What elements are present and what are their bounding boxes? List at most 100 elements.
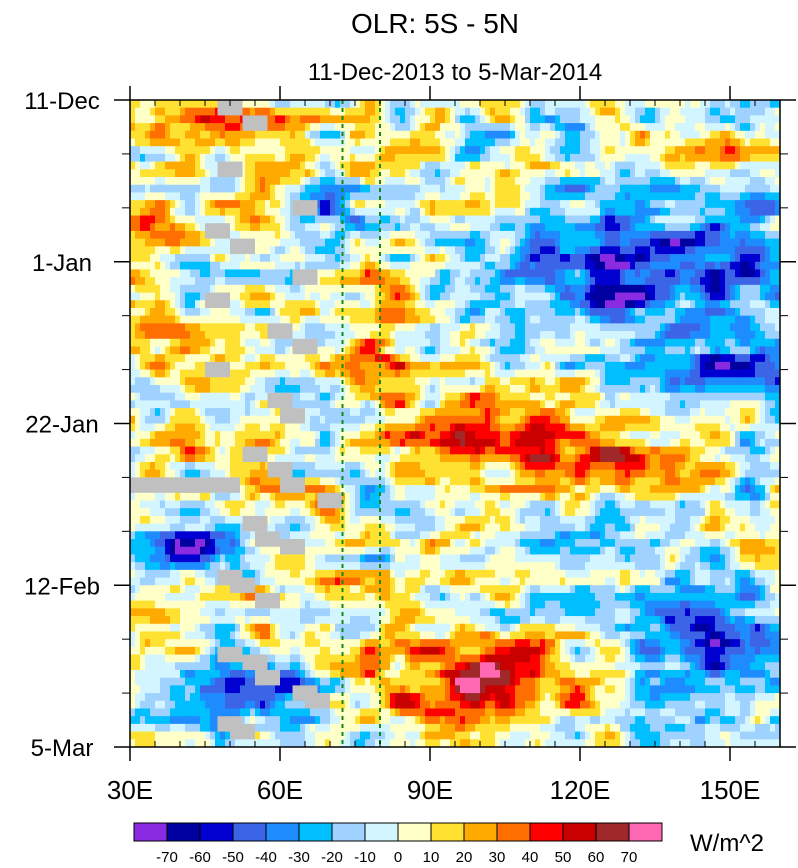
olr-cell — [765, 146, 771, 155]
olr-cell — [330, 377, 336, 386]
olr-cell — [210, 200, 216, 209]
olr-cell — [225, 153, 231, 163]
olr-cell — [320, 215, 326, 224]
olr-cell — [485, 107, 491, 116]
olr-cell — [650, 146, 656, 155]
olr-cell — [685, 254, 691, 263]
olr-cell — [715, 115, 721, 124]
olr-cell — [170, 161, 176, 170]
olr-cell — [405, 269, 411, 278]
olr-cell — [255, 207, 261, 217]
olr-cell — [650, 223, 656, 232]
olr-cell — [145, 223, 151, 232]
olr-cell — [725, 153, 731, 163]
olr-cell — [490, 338, 496, 348]
olr-cell — [130, 100, 136, 109]
olr-cell — [420, 107, 426, 116]
olr-cell — [710, 161, 716, 170]
olr-cell — [775, 300, 780, 309]
olr-cell — [430, 300, 436, 309]
olr-cell — [590, 215, 596, 224]
olr-cell — [475, 223, 481, 232]
olr-cell — [320, 331, 326, 340]
olr-cell — [470, 269, 476, 278]
olr-cell — [685, 331, 691, 340]
olr-cell — [225, 130, 231, 140]
olr-cell — [600, 238, 606, 247]
olr-cell — [130, 292, 136, 301]
olr-cell — [315, 207, 321, 217]
olr-cell — [670, 354, 676, 363]
olr-cell — [405, 323, 411, 332]
olr-cell — [210, 261, 216, 271]
olr-cell — [650, 331, 656, 340]
olr-cell — [625, 361, 631, 371]
olr-cell — [265, 300, 271, 309]
olr-cell — [470, 230, 476, 240]
olr-cell — [190, 300, 196, 309]
olr-cell — [410, 107, 416, 116]
olr-cell — [235, 254, 241, 263]
olr-cell — [455, 346, 461, 355]
olr-cell — [235, 115, 241, 124]
olr-cell — [690, 200, 696, 209]
olr-cell — [400, 254, 406, 263]
olr-cell — [435, 300, 441, 309]
olr-cell — [540, 246, 546, 255]
olr-cell — [615, 254, 621, 263]
olr-cell — [515, 230, 521, 240]
olr-cell — [695, 130, 701, 140]
olr-cell — [400, 361, 406, 371]
olr-cell — [280, 238, 286, 247]
olr-cell — [230, 292, 236, 301]
olr-cell — [670, 323, 676, 332]
olr-cell — [225, 284, 231, 294]
olr-cell — [185, 384, 191, 394]
olr-cell — [205, 323, 211, 332]
olr-cell — [360, 354, 366, 363]
olr-cell — [530, 307, 536, 317]
olr-cell — [295, 146, 301, 155]
olr-cell — [625, 123, 631, 132]
olr-cell — [145, 153, 151, 163]
olr-cell — [760, 107, 766, 116]
olr-cell — [385, 123, 391, 132]
olr-cell — [450, 377, 456, 386]
olr-cell — [580, 361, 586, 371]
olr-cell — [385, 184, 391, 194]
olr-cell — [485, 361, 491, 371]
olr-cell — [220, 200, 226, 209]
olr-cell — [270, 377, 276, 386]
olr-cell — [410, 207, 416, 217]
olr-cell — [745, 361, 751, 371]
olr-cell — [635, 238, 641, 247]
olr-cell — [455, 300, 461, 309]
olr-cell — [390, 361, 396, 371]
olr-cell — [435, 369, 441, 378]
olr-cell — [745, 130, 751, 140]
olr-cell — [175, 223, 181, 232]
olr-cell — [220, 146, 226, 155]
olr-cell — [505, 100, 511, 109]
olr-cell — [330, 354, 336, 363]
olr-cell — [225, 315, 231, 324]
olr-cell — [460, 130, 466, 140]
olr-cell — [430, 284, 436, 294]
olr-cell — [295, 161, 301, 170]
olr-cell — [490, 230, 496, 240]
olr-cell — [595, 354, 601, 363]
olr-cell — [670, 115, 676, 124]
olr-cell — [620, 292, 626, 301]
olr-cell — [760, 153, 766, 163]
olr-cell — [440, 223, 446, 232]
olr-cell — [190, 200, 196, 209]
olr-cell — [525, 284, 531, 294]
olr-cell — [530, 269, 536, 278]
olr-cell — [575, 354, 581, 363]
olr-cell — [605, 100, 611, 109]
olr-cell — [645, 230, 651, 240]
olr-cell — [560, 207, 566, 217]
olr-cell — [700, 323, 706, 332]
olr-cell — [320, 100, 326, 109]
olr-cell — [210, 177, 216, 186]
